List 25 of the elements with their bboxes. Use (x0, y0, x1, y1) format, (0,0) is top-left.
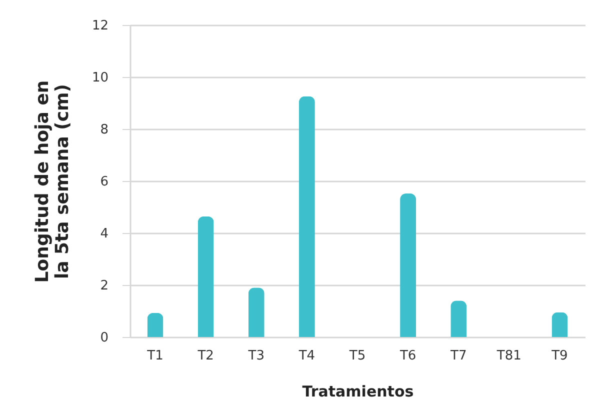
bar (248, 288, 264, 337)
x-tick-label: T3 (247, 348, 264, 364)
x-tick-label: T81 (496, 348, 522, 364)
y-axis-title: Longitud de hoja en la 5ta semana (cm) (32, 80, 73, 283)
y-tick-label: 6 (100, 174, 108, 190)
x-axis-title: Tratamientos (302, 382, 414, 400)
bar (400, 193, 416, 337)
bar (552, 312, 568, 337)
bar (198, 216, 214, 337)
y-tick-label: 2 (100, 278, 108, 294)
y-tick-label: 4 (100, 226, 108, 242)
x-tick-label: T5 (348, 348, 366, 364)
y-tick-label: 8 (100, 122, 108, 138)
bar (147, 312, 164, 337)
x-tick-label: T1 (146, 348, 164, 364)
x-tick-label: T6 (398, 348, 416, 364)
bar (298, 96, 315, 337)
y-tick-label: 10 (92, 70, 108, 86)
x-tick-label: T9 (550, 348, 568, 364)
bar (450, 300, 467, 337)
x-tick-label: T7 (450, 348, 467, 364)
x-tick-label: T2 (196, 348, 214, 364)
y-tick-label: 12 (92, 18, 108, 34)
x-tick-label: T4 (298, 348, 316, 364)
y-tick-label: 0 (100, 330, 108, 346)
